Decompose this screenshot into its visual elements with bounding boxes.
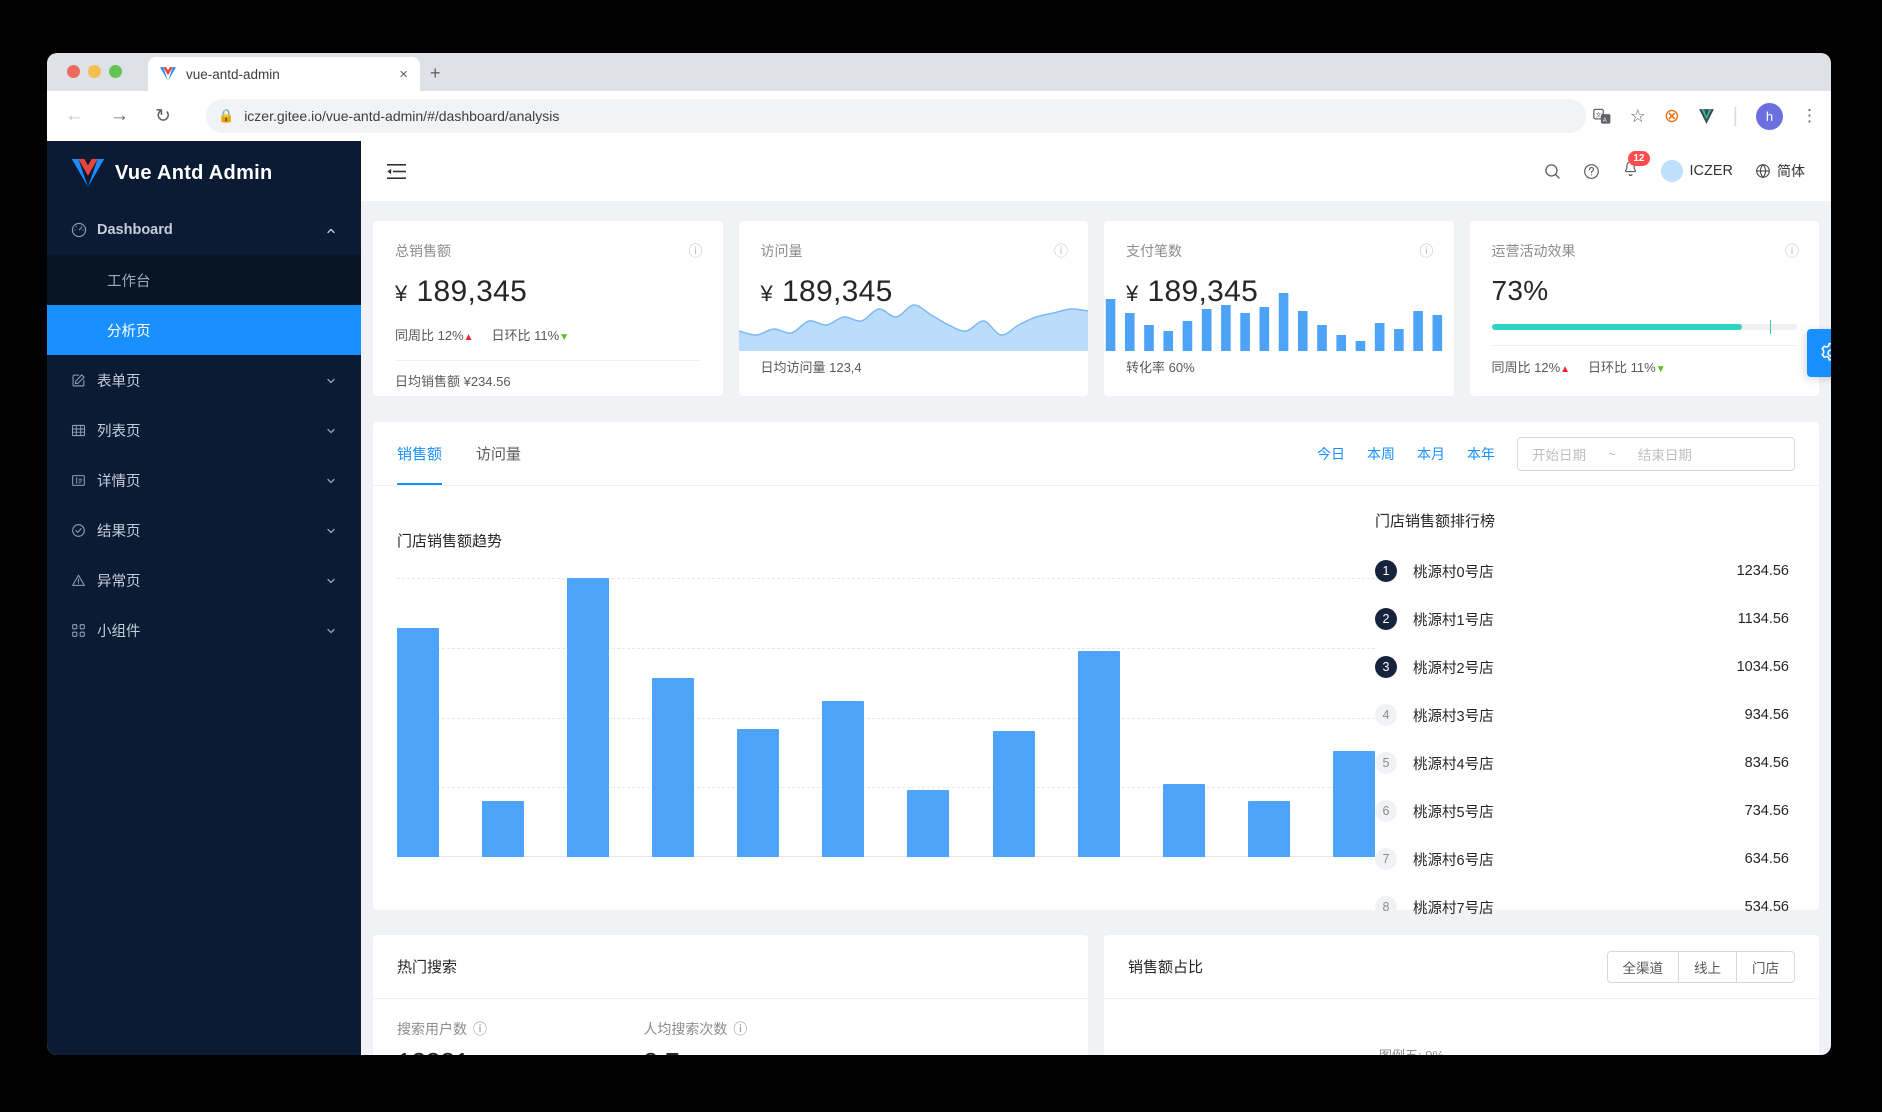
svg-text:A: A [1602,117,1606,123]
svg-text:文: 文 [1595,110,1601,118]
